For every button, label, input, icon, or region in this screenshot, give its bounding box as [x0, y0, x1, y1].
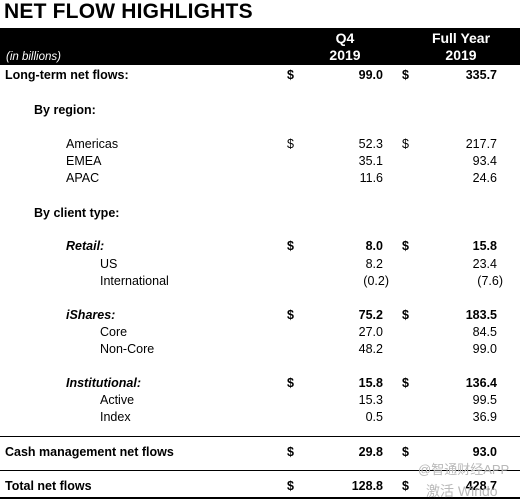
table-row-americas: Americas $ 52.3 $ 217.7 [0, 136, 520, 153]
row-label: Active [100, 393, 135, 407]
currency-symbol: $ [287, 308, 294, 322]
row-label: By region: [34, 103, 96, 117]
row-label: EMEA [66, 154, 102, 168]
watermark-line-2: 激活 Windo [426, 483, 498, 499]
row-label: Institutional: [66, 376, 141, 390]
row-label: Non-Core [100, 342, 155, 356]
row-label: International [100, 274, 169, 288]
fy-value: 93.4 [472, 154, 497, 168]
section-heading-client-type: By client type: [0, 205, 520, 222]
column-header-q4-year: 2019 [329, 47, 361, 63]
units-label: (in billions) [6, 51, 61, 63]
q4-value: 29.8 [358, 445, 383, 459]
row-label: US [100, 257, 118, 271]
currency-symbol: $ [402, 445, 409, 459]
currency-symbol: $ [287, 68, 294, 82]
table-row-emea: EMEA 35.1 93.4 [0, 153, 520, 170]
fy-value: 23.4 [472, 257, 497, 271]
table-row-long-term: Long-term net flows: $ 99.0 $ 335.7 [0, 67, 520, 84]
currency-symbol: $ [402, 137, 409, 151]
row-label: Long-term net flows: [5, 68, 129, 82]
column-header-q4: Q4 2019 [300, 30, 390, 64]
page-title: NET FLOW HIGHLIGHTS [4, 0, 253, 23]
currency-symbol: $ [402, 479, 409, 493]
q4-value: 15.8 [358, 376, 383, 390]
fy-value: 99.0 [472, 342, 497, 356]
table-row-retail-us: US 8.2 23.4 [0, 256, 520, 273]
fy-value: 15.8 [472, 239, 497, 253]
total-double-underline [0, 497, 520, 499]
q4-value: 99.0 [358, 68, 383, 82]
fy-value: 99.5 [472, 393, 497, 407]
q4-value: 11.6 [359, 171, 383, 185]
currency-symbol: $ [402, 376, 409, 390]
fy-value: 36.9 [472, 410, 497, 424]
currency-symbol: $ [402, 68, 409, 82]
fy-value: 335.7 [465, 68, 497, 82]
total-divider [0, 470, 520, 471]
q4-value: (0.2) [363, 274, 389, 288]
fy-value: 93.0 [472, 445, 497, 459]
row-label: iShares: [66, 308, 116, 322]
table-row-retail: Retail: $ 8.0 $ 15.8 [0, 238, 520, 255]
fy-value: 136.4 [465, 376, 497, 390]
row-label: Index [100, 410, 131, 424]
q4-value: 27.0 [358, 325, 383, 339]
row-label: Core [100, 325, 128, 339]
row-label: Americas [66, 137, 119, 151]
currency-symbol: $ [287, 479, 294, 493]
table-row-cash-management: Cash management net flows $ 29.8 $ 93.0 [0, 444, 520, 461]
table-row-apac: APAC 11.6 24.6 [0, 170, 520, 187]
table-row-ishares-core: Core 27.0 84.5 [0, 324, 520, 341]
fy-value: (7.6) [477, 274, 503, 288]
row-label: Cash management net flows [5, 445, 174, 459]
fy-value: 217.7 [465, 137, 497, 151]
table-row-total: Total net flows $ 128.8 $ 428.7 [0, 478, 520, 495]
row-label: APAC [66, 171, 100, 185]
q4-value: 8.2 [365, 257, 383, 271]
q4-value: 128.8 [351, 479, 383, 493]
table-row-institutional-active: Active 15.3 99.5 [0, 392, 520, 409]
column-header-band [0, 28, 520, 65]
fy-value: 428.7 [465, 479, 497, 493]
q4-value: 52.3 [358, 137, 383, 151]
row-label: Total net flows [5, 479, 92, 493]
q4-value: 48.2 [358, 342, 383, 356]
q4-value: 35.1 [358, 154, 383, 168]
section-heading-region: By region: [0, 102, 520, 119]
table-row-ishares: iShares: $ 75.2 $ 183.5 [0, 307, 520, 324]
q4-value: 75.2 [358, 308, 383, 322]
watermark-line-1: @智通财经APP [418, 462, 510, 477]
column-header-full-year: Full Year 2019 [408, 30, 514, 64]
row-label: By client type: [34, 206, 120, 220]
fy-value: 24.6 [472, 171, 497, 185]
currency-symbol: $ [287, 137, 294, 151]
fy-value: 84.5 [472, 325, 497, 339]
table-row-institutional: Institutional: $ 15.8 $ 136.4 [0, 375, 520, 392]
q4-value: 8.0 [365, 239, 383, 253]
currency-symbol: $ [287, 445, 294, 459]
column-header-q4-period: Q4 [335, 30, 355, 46]
q4-value: 15.3 [358, 393, 383, 407]
row-label: Retail: [66, 239, 105, 253]
table-row-institutional-index: Index 0.5 36.9 [0, 409, 520, 426]
column-header-fy-period: Full Year [431, 30, 491, 46]
q4-value: 0.5 [365, 410, 383, 424]
currency-symbol: $ [402, 239, 409, 253]
table-row-retail-international: International (0.2) (7.6) [0, 273, 520, 290]
currency-symbol: $ [287, 239, 294, 253]
currency-symbol: $ [402, 308, 409, 322]
fy-value: 183.5 [465, 308, 497, 322]
currency-symbol: $ [287, 376, 294, 390]
section-divider [0, 436, 520, 437]
column-header-fy-year: 2019 [445, 47, 477, 63]
table-row-ishares-non-core: Non-Core 48.2 99.0 [0, 341, 520, 358]
